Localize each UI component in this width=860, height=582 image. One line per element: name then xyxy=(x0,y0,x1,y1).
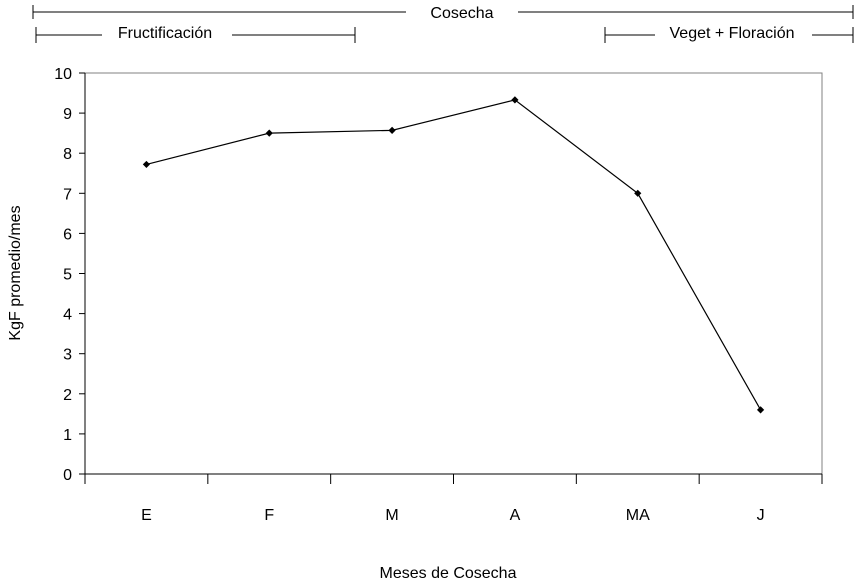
y-tick-label: 6 xyxy=(63,226,72,243)
bracket-label-fructificacion: Fructificación xyxy=(118,25,212,42)
data-point-marker xyxy=(388,126,396,134)
x-tick-label: A xyxy=(510,507,521,524)
y-tick-label: 1 xyxy=(63,427,72,444)
y-tick-label: 10 xyxy=(54,66,72,83)
data-point-marker xyxy=(634,189,642,197)
data-point-marker xyxy=(511,96,519,104)
x-tick-label: MA xyxy=(626,507,650,524)
y-tick-label: 4 xyxy=(63,307,72,324)
bracket-label-cosecha: Cosecha xyxy=(430,5,493,22)
data-point-marker xyxy=(142,160,151,169)
series-polyline xyxy=(146,99,762,411)
bracket-veget-floracion: Veget + Floración xyxy=(604,25,854,43)
y-tick-label: 9 xyxy=(63,106,72,123)
y-tick-label: 3 xyxy=(63,347,72,364)
y-tick-label: 8 xyxy=(63,146,72,163)
x-tick-label: E xyxy=(141,507,152,524)
x-tick-label: J xyxy=(757,507,765,524)
series-line xyxy=(146,99,762,411)
data-point-marker xyxy=(265,129,273,137)
bracket-cosecha: Cosecha xyxy=(32,3,854,22)
y-tick-label: 0 xyxy=(63,467,72,484)
y-axis-ticks: 0 1 2 3 4 5 6 7 8 9 10 xyxy=(54,66,85,484)
x-tick-label: F xyxy=(264,507,274,524)
plot-area xyxy=(84,72,823,475)
bracket-label-veget-floracion: Veget + Floración xyxy=(670,25,795,42)
x-axis-title: Meses de Cosecha xyxy=(380,565,517,582)
x-axis-ticks: E F M A MA J xyxy=(84,474,823,524)
y-tick-label: 5 xyxy=(63,267,72,284)
period-brackets: Cosecha Fructificación Veget + Floración xyxy=(32,3,854,43)
data-point-marker xyxy=(756,406,765,414)
y-tick-label: 7 xyxy=(63,186,72,203)
bracket-fructificacion: Fructificación xyxy=(35,25,356,43)
y-tick-label: 2 xyxy=(63,387,72,404)
series-points xyxy=(142,96,765,414)
y-axis-title: KgF promedio/mes xyxy=(7,205,24,340)
x-tick-label: M xyxy=(385,507,398,524)
